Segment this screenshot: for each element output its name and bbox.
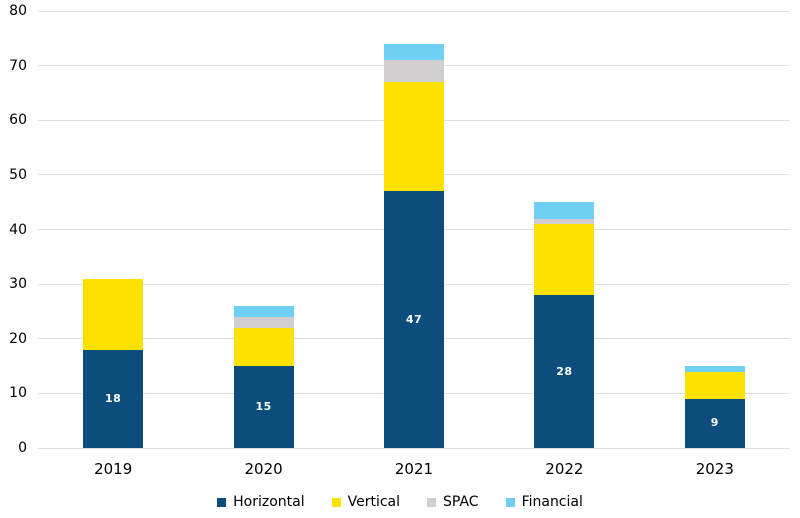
y-tick-label: 70 <box>9 57 27 74</box>
bar-segment-horizontal-2022: 28 <box>534 295 595 448</box>
y-tick-label: 10 <box>9 385 27 402</box>
legend-swatch-icon <box>427 497 437 507</box>
legend-label: SPAC <box>443 494 479 510</box>
bar-segment-financial-2020 <box>233 305 294 317</box>
y-tick-label: 40 <box>9 221 27 238</box>
bar-segment-vertical-2023 <box>684 371 745 399</box>
bar-segment-horizontal-2019: 18 <box>83 349 144 448</box>
y-tick-label: 0 <box>18 440 27 456</box>
x-tick-label: 2020 <box>244 460 283 478</box>
bar-segment-horizontal-2021: 47 <box>384 191 444 448</box>
bar-segment-vertical-2021 <box>384 82 444 192</box>
legend-swatch-icon <box>505 497 515 507</box>
bar-group-2022: 28 <box>534 11 595 448</box>
legend: Horizontal Vertical SPAC Financial <box>0 492 800 512</box>
bar-segment-financial-2023 <box>684 366 745 372</box>
bar-segment-vertical-2020 <box>233 327 294 367</box>
legend-label: Horizontal <box>233 494 305 510</box>
y-tick-label: 20 <box>9 330 27 347</box>
legend-swatch-icon <box>217 497 227 507</box>
bar-group-2023: 9 <box>684 11 745 448</box>
x-tick-label: 2021 <box>394 460 434 478</box>
legend-label: Financial <box>521 494 583 510</box>
y-tick-label: 80 <box>9 3 27 19</box>
bar-segment-vertical-2019 <box>83 278 144 350</box>
legend-item-vertical: Vertical <box>331 493 401 511</box>
bar-segment-spac-2022 <box>534 218 595 225</box>
bar-segment-horizontal-2020: 15 <box>233 366 294 448</box>
y-tick-label: 50 <box>9 166 27 183</box>
bar-value-label: 47 <box>405 312 423 326</box>
bar-group-2019: 18 <box>83 11 144 448</box>
bar-value-label: 18 <box>105 391 122 405</box>
bar-segment-spac-2020 <box>233 316 294 328</box>
gridline <box>38 447 790 449</box>
bar-group-2020: 15 <box>233 11 294 448</box>
bar-segment-spac-2021 <box>384 60 444 83</box>
bar-segment-financial-2021 <box>384 43 444 61</box>
bar-segment-horizontal-2023: 9 <box>684 398 745 448</box>
legend-item-financial: Financial <box>505 493 583 511</box>
bar-value-label: 15 <box>255 400 272 414</box>
y-tick-label: 60 <box>9 112 27 129</box>
bar-group-2021: 47 <box>384 11 444 448</box>
bar-segment-vertical-2022 <box>534 224 595 296</box>
x-tick-label: 2022 <box>545 460 584 478</box>
bar-value-label: 9 <box>710 416 719 430</box>
legend-item-spac: SPAC <box>427 493 479 511</box>
legend-swatch-icon <box>331 497 341 507</box>
bar-value-label: 28 <box>556 364 573 378</box>
gridline <box>38 10 790 12</box>
x-tick-label: 2023 <box>695 460 734 478</box>
y-tick-label: 30 <box>9 276 27 293</box>
x-tick-label: 2019 <box>94 460 133 478</box>
legend-item-horizontal: Horizontal <box>217 493 305 511</box>
legend-label: Vertical <box>347 494 401 510</box>
bar-segment-financial-2022 <box>534 202 595 219</box>
